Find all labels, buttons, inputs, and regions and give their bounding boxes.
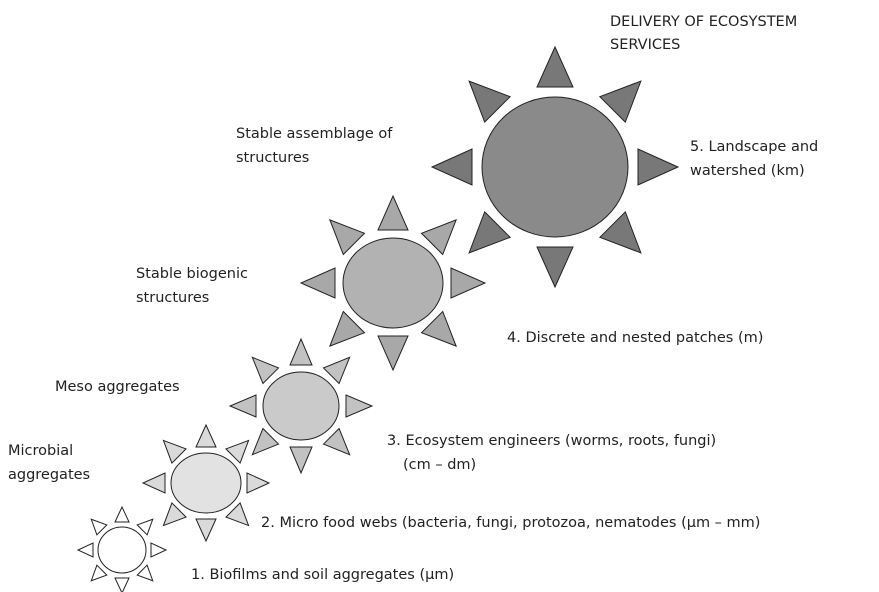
sun-ray bbox=[450, 267, 487, 299]
right-label: 5. Landscape and bbox=[690, 139, 818, 155]
sun-ray bbox=[195, 518, 217, 543]
left-label: Stable assemblage of bbox=[236, 126, 393, 142]
right-label: 4. Discrete and nested patches (m) bbox=[507, 330, 763, 346]
sun-ray bbox=[141, 472, 166, 494]
sun-ray bbox=[195, 423, 217, 448]
sun-ray bbox=[322, 356, 351, 385]
sun-ray bbox=[299, 267, 336, 299]
sun-ray bbox=[225, 502, 250, 527]
left-label: aggregates bbox=[8, 467, 90, 483]
sun-ray bbox=[377, 335, 409, 372]
sun-ray bbox=[136, 518, 154, 536]
sun-ray bbox=[536, 246, 574, 289]
sun-ray bbox=[162, 439, 187, 464]
sun-ray bbox=[76, 542, 94, 558]
sun-ray bbox=[637, 148, 680, 186]
right-label: (cm – dm) bbox=[403, 457, 476, 473]
sun-ray bbox=[598, 210, 642, 254]
sun-disc bbox=[481, 96, 629, 238]
sun-ray bbox=[90, 518, 108, 536]
sun-disc bbox=[262, 371, 340, 441]
sun-ray bbox=[468, 80, 512, 124]
sun-ray bbox=[468, 210, 512, 254]
title-line: DELIVERY OF ECOSYSTEM bbox=[610, 14, 797, 30]
right-label: 1. Biofilms and soil aggregates (µm) bbox=[191, 567, 454, 583]
left-label: Meso aggregates bbox=[55, 379, 180, 395]
sun-ray bbox=[536, 45, 574, 88]
title-line: SERVICES bbox=[610, 37, 680, 53]
sun-ray bbox=[114, 577, 130, 592]
sun-ray bbox=[251, 427, 280, 456]
sun-ray bbox=[136, 564, 154, 582]
right-label: 2. Micro food webs (bacteria, fungi, pro… bbox=[261, 515, 760, 531]
sun-ray bbox=[430, 148, 473, 186]
sun-ray bbox=[420, 310, 458, 348]
sun-ray bbox=[90, 564, 108, 582]
sun-ray bbox=[328, 310, 366, 348]
left-label: Microbial bbox=[8, 443, 73, 459]
suns bbox=[76, 45, 680, 592]
right-label: 3. Ecosystem engineers (worms, roots, fu… bbox=[387, 433, 716, 449]
sun-ray bbox=[598, 80, 642, 124]
sun-disc bbox=[170, 452, 242, 514]
left-label: Stable biogenic bbox=[136, 266, 248, 282]
sun-ray bbox=[150, 542, 168, 558]
sun-ray bbox=[328, 218, 366, 256]
sun-ray bbox=[246, 472, 271, 494]
left-label: structures bbox=[136, 290, 209, 306]
sun-ray bbox=[289, 446, 313, 475]
sun-ray bbox=[228, 394, 257, 418]
sun-ray bbox=[322, 427, 351, 456]
sun-disc bbox=[97, 526, 147, 574]
left-label: structures bbox=[236, 150, 309, 166]
sun-ray bbox=[225, 439, 250, 464]
sun-ray bbox=[251, 356, 280, 385]
sun-ray bbox=[420, 218, 458, 256]
sun-ray bbox=[114, 505, 130, 523]
sun-ray bbox=[377, 194, 409, 231]
sun-ray bbox=[289, 337, 313, 366]
sun-disc bbox=[342, 237, 444, 329]
sun-ray bbox=[345, 394, 374, 418]
right-label: watershed (km) bbox=[690, 163, 805, 179]
sun-ray bbox=[162, 502, 187, 527]
